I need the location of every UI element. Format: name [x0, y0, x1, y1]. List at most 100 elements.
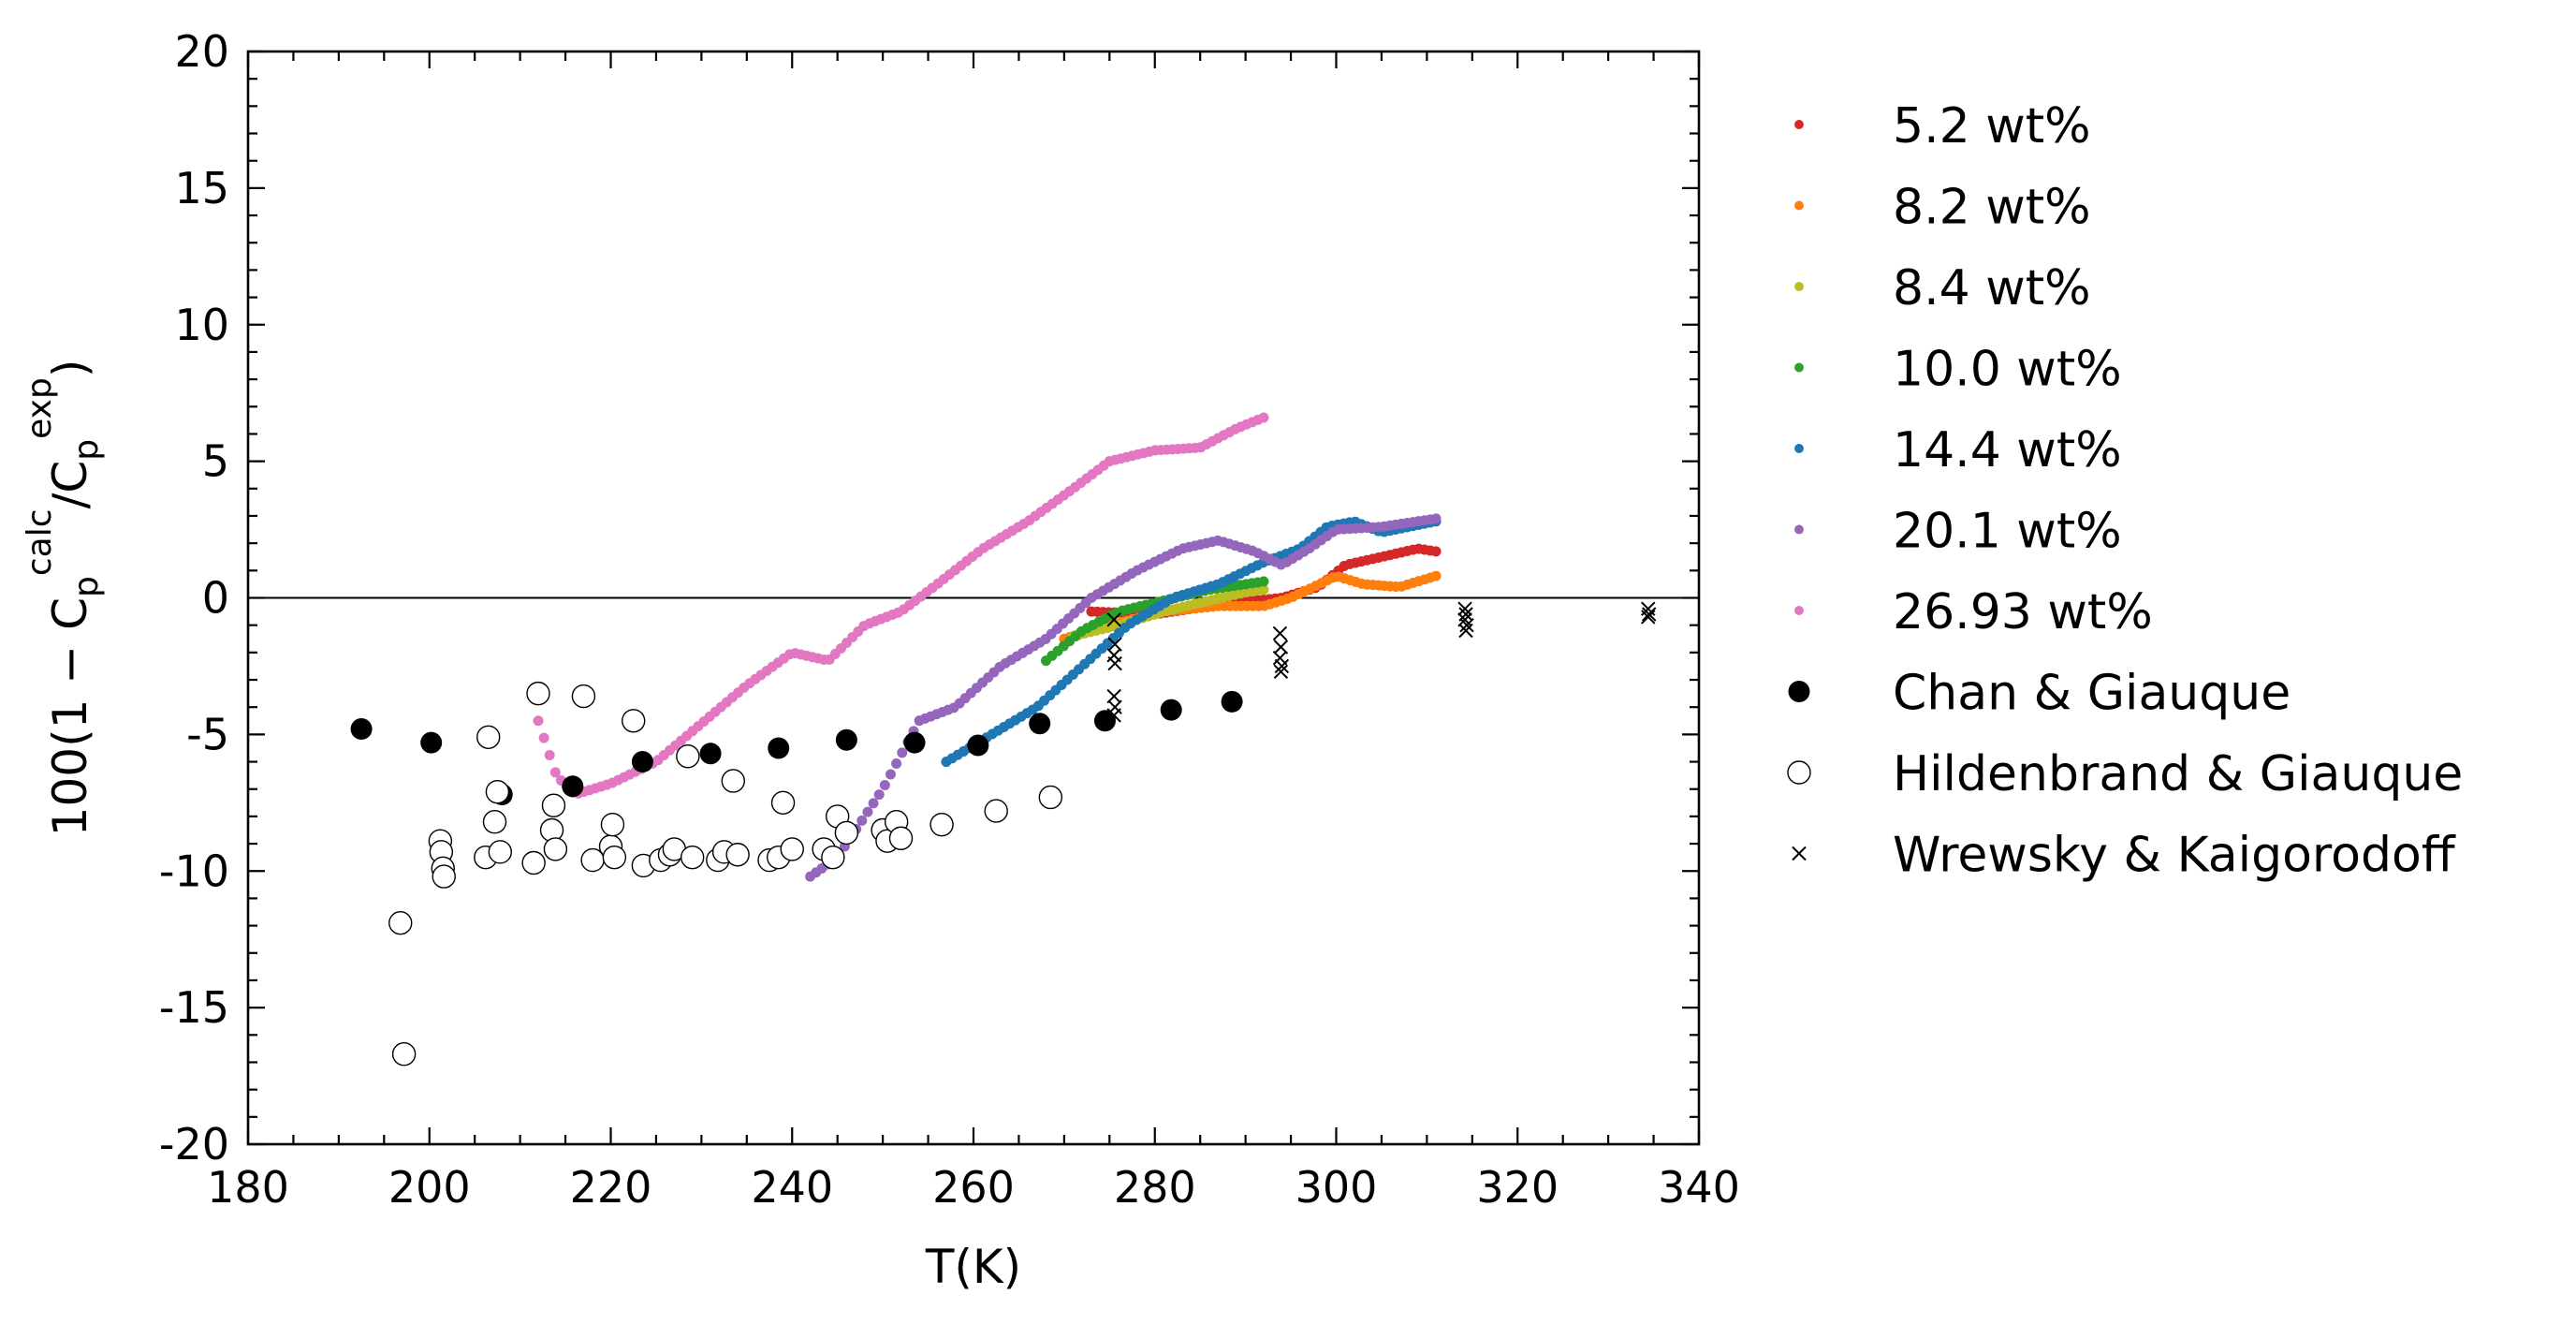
data-point [543, 837, 568, 861]
legend-entry: 20.1 wt% [1794, 504, 2122, 560]
data-point [526, 681, 550, 706]
data-point [391, 1042, 417, 1067]
data-point [1258, 576, 1269, 587]
data-point [1430, 513, 1442, 524]
x-tick-label: 200 [388, 1162, 471, 1213]
data-point [834, 820, 859, 846]
legend-entry: 10.0 wt% [1794, 342, 2122, 398]
data-point [984, 799, 1008, 823]
data-point [1430, 546, 1442, 557]
y-tick-label: -20 [159, 1119, 229, 1170]
y-tick-label: 10 [174, 300, 229, 350]
series-3 [1041, 576, 1269, 667]
data-point [420, 731, 443, 754]
x-tick-label: 180 [207, 1162, 289, 1213]
y-axis-label: 100(1 − Cpcalc/Cpexp) [21, 360, 106, 837]
series-4 [941, 516, 1442, 768]
data-point [676, 744, 700, 769]
legend-label: Wrewsky & Kaigorodoff [1893, 828, 2456, 884]
legend-entry: Wrewsky & Kaigorodoff [1792, 828, 2456, 884]
data-point [1273, 664, 1289, 679]
data-point [549, 767, 561, 778]
data-point [388, 910, 413, 935]
legend-marker [1794, 282, 1804, 291]
legend-marker [1794, 200, 1804, 211]
data-point [873, 789, 885, 801]
legend-entry: 5.2 wt% [1794, 98, 2091, 154]
data-point [602, 845, 627, 870]
data-point [897, 747, 908, 758]
axes: 180 200 220 240 260 280 300 320 340 -20 -15 -10 -5 0 5… [21, 26, 1740, 1294]
data-point [541, 793, 566, 817]
x-tick-label: 260 [932, 1162, 1015, 1213]
data-point [482, 810, 507, 834]
y-tick-label: -15 [159, 982, 229, 1033]
data-point [521, 850, 546, 875]
data-point [600, 812, 625, 837]
data-point [622, 709, 646, 733]
legend: 5.2 wt% 8.2 wt% 8.4 wt% 10.0 wt% 14.4 wt% 20.… [1787, 98, 2463, 884]
legend-marker [1794, 444, 1804, 453]
legend-label: 8.2 wt% [1893, 180, 2091, 236]
y-tick-label: 20 [174, 26, 229, 77]
legend-entry: 14.4 wt% [1794, 422, 2122, 478]
x-tick-label: 240 [751, 1162, 833, 1213]
legend-marker [1794, 120, 1804, 129]
data-point [476, 725, 501, 749]
data-point [1258, 412, 1269, 423]
data-point [885, 769, 896, 780]
y-tick-label: 15 [174, 163, 229, 213]
x-tick-label: 300 [1295, 1162, 1378, 1213]
data-point [1274, 658, 1290, 674]
legend-marker [1792, 846, 1807, 861]
legend-marker [1794, 524, 1804, 535]
data-point [488, 840, 513, 864]
legend-label: Hildenbrand & Giauque [1893, 746, 2463, 802]
legend-label: 26.93 wt% [1893, 584, 2153, 640]
data-point [888, 826, 914, 850]
data-point [929, 812, 954, 837]
y-tick-label: -10 [159, 846, 229, 896]
data-point [544, 750, 555, 761]
data-point [1093, 710, 1116, 732]
data-point [1459, 617, 1474, 633]
data-point [780, 837, 804, 861]
data-point [862, 806, 873, 817]
series-8 [388, 681, 1063, 1067]
data-point [571, 684, 596, 709]
data-point [1160, 699, 1182, 721]
data-point [1029, 713, 1051, 735]
data-point [680, 845, 705, 870]
legend-entry: 26.93 wt% [1794, 584, 2153, 640]
legend-label: 8.4 wt% [1893, 260, 2091, 316]
legend-label: 5.2 wt% [1893, 98, 2091, 154]
data-point [1221, 690, 1243, 713]
legend-label: 14.4 wt% [1893, 422, 2122, 478]
data-point [821, 845, 845, 870]
data-point [631, 751, 653, 773]
legend-marker [1788, 681, 1810, 702]
series-9 [1106, 601, 1657, 723]
data-point [770, 790, 796, 816]
data-point [432, 864, 456, 889]
data-point [1272, 625, 1288, 641]
data-point [533, 715, 544, 727]
y-tick-label: 5 [202, 436, 229, 487]
legend-entry: Chan & Giauque [1788, 666, 2291, 722]
data-point [1457, 601, 1472, 616]
data-point [879, 780, 890, 791]
legend-entry: 8.4 wt% [1794, 260, 2091, 316]
data-point [699, 743, 722, 765]
y-tick-label: 0 [202, 573, 229, 624]
data-point [1258, 584, 1269, 596]
legend-label: 20.1 wt% [1893, 504, 2122, 560]
x-tick-label: 320 [1476, 1162, 1559, 1213]
series-6 [533, 412, 1269, 799]
plot-area [248, 412, 1699, 1067]
data-point [903, 731, 926, 754]
data-point [1430, 570, 1442, 581]
legend-label: 10.0 wt% [1893, 342, 2122, 398]
data-point [1107, 655, 1122, 671]
data-point [768, 737, 790, 759]
x-tick-label: 220 [570, 1162, 652, 1213]
